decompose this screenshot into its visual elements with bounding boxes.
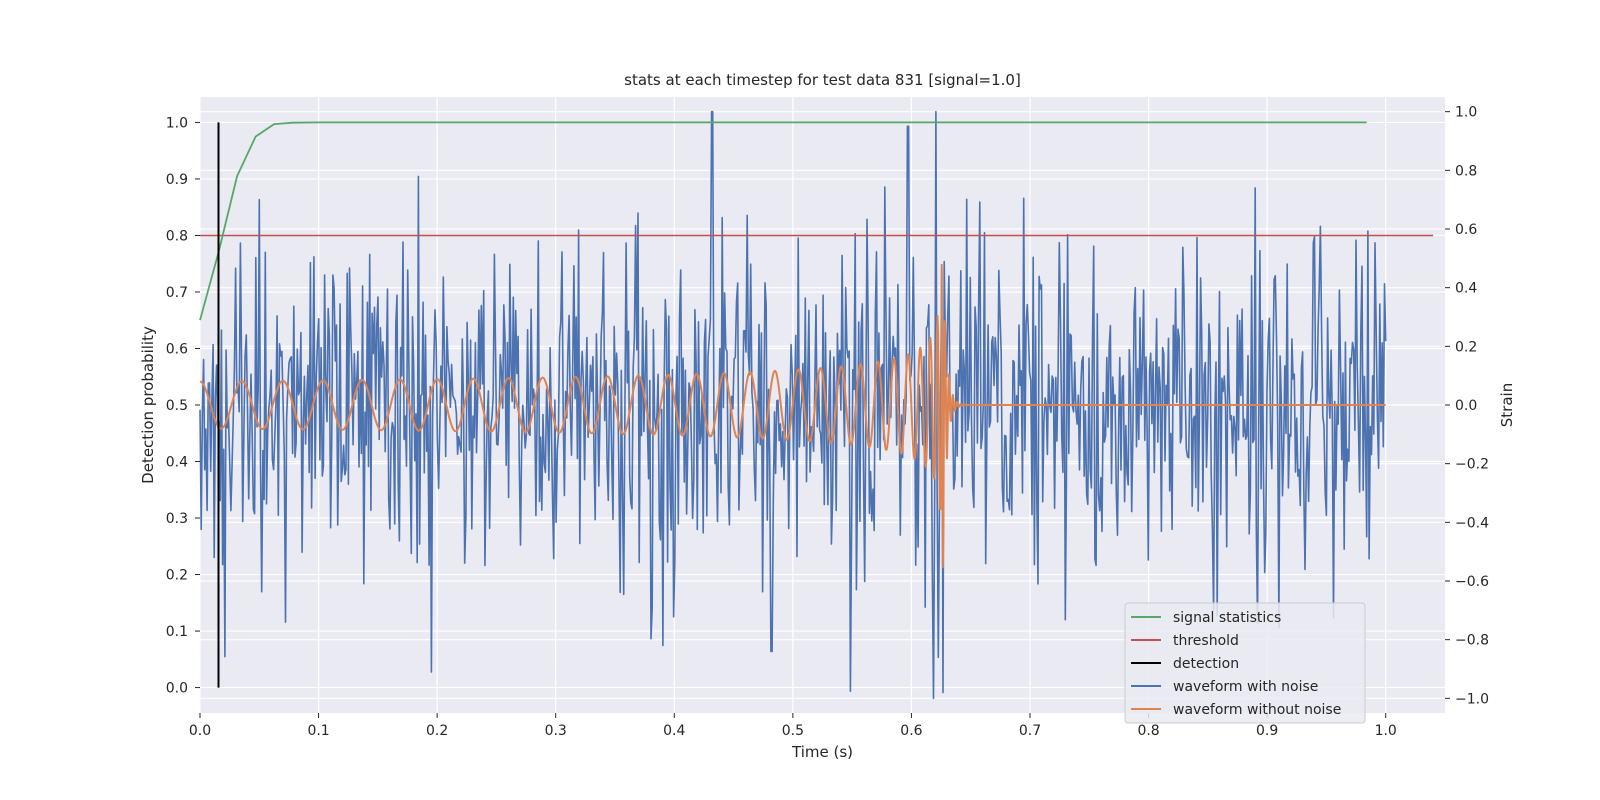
y-right-tick-label: −0.4 (1455, 515, 1489, 531)
y-right-tick-label: −1.0 (1455, 691, 1489, 707)
x-tick-label: 0.4 (663, 723, 685, 739)
y-right-tick-label: 1.0 (1455, 105, 1477, 121)
x-tick-label: 0.1 (307, 723, 329, 739)
legend-label: signal statistics (1173, 610, 1281, 626)
y-axis-left-label: Detection probability (139, 326, 157, 484)
axes: 0.0 0.1 0.2 0.3 0.4 0.5 0.6 0.7 0.8 0.9 1.0 0.0 0.1 0… (166, 105, 1489, 739)
y-left-tick-label: 0.6 (166, 341, 188, 357)
y-left-tick-label: 0.5 (166, 398, 188, 414)
y-left-tick-label: 0.2 (166, 568, 188, 584)
x-tick-label: 1.0 (1375, 723, 1397, 739)
y-left-tick-label: 0.1 (166, 624, 188, 640)
series-waveform-without-noise (199, 263, 1387, 569)
y-left-tick-label: 0.7 (166, 285, 188, 301)
x-tick-label: 0.0 (189, 723, 211, 739)
y-right-tick-label: 0.8 (1455, 163, 1477, 179)
y-right-tick-label: 0.0 (1455, 398, 1477, 414)
legend-label: waveform without noise (1173, 702, 1341, 718)
y-right-tick-label: 0.2 (1455, 339, 1477, 355)
x-tick-label: 0.2 (426, 723, 448, 739)
legend-box (1124, 602, 1366, 724)
x-tick-label: 0.3 (545, 723, 567, 739)
x-tick-label: 0.8 (1137, 723, 1159, 739)
series-waveform-with-noise (199, 110, 1387, 700)
legend-label: threshold (1173, 633, 1239, 649)
y-left-tick-label: 0.4 (166, 455, 188, 471)
y-left-tick-label: 0.0 (166, 681, 188, 697)
y-axis-right-label: Strain (1498, 383, 1516, 427)
chart-title: stats at each timestep for test data 831… (624, 71, 1021, 89)
y-left-tick-label: 0.8 (166, 228, 188, 244)
y-left-tick-label: 0.9 (166, 172, 188, 188)
x-tick-label: 0.6 (900, 723, 922, 739)
y-left-tick-label: 1.0 (166, 115, 188, 131)
series-layer (199, 110, 1434, 700)
x-tick-label: 0.7 (1019, 723, 1041, 739)
legend-label: detection (1173, 656, 1239, 672)
y-right-tick-label: −0.8 (1455, 633, 1489, 649)
legend-label: waveform with noise (1173, 679, 1318, 695)
y-right-tick-label: −0.6 (1455, 574, 1489, 590)
y-left-tick-label: 0.3 (166, 511, 188, 527)
y-right-tick-label: 0.4 (1455, 281, 1477, 297)
y-right-tick-label: −0.2 (1455, 457, 1489, 473)
x-axis-label: Time (s) (791, 743, 853, 761)
legend: signal statistics threshold detection wavef… (1124, 602, 1366, 724)
series-signal-statistics (199, 121, 1367, 321)
x-tick-label: 0.9 (1256, 723, 1278, 739)
y-right-tick-label: 0.6 (1455, 222, 1477, 238)
x-tick-label: 0.5 (782, 723, 804, 739)
